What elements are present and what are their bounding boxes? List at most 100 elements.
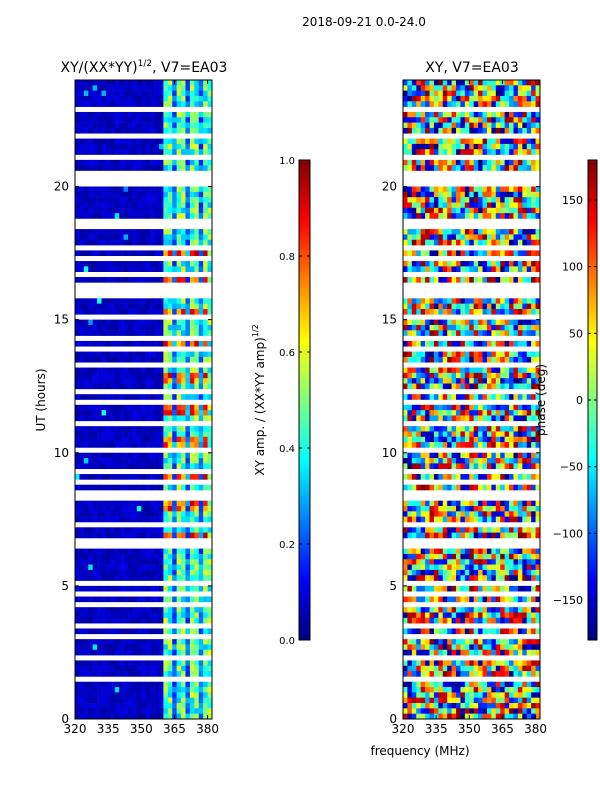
heatmap-cell: [88, 607, 93, 613]
heatmap-cell: [207, 527, 213, 533]
heatmap-cell: [194, 319, 200, 326]
heatmap-cell: [198, 197, 204, 203]
heatmap-cell: [150, 649, 155, 656]
heatmap-cell: [491, 506, 497, 512]
heatmap-cell: [181, 639, 186, 645]
heatmap-cell: [75, 149, 80, 155]
heatmap-cell: [172, 463, 177, 470]
heatmap-cell: [150, 80, 155, 86]
heatmap-cell: [119, 213, 124, 219]
heatmap-cell: [526, 319, 532, 326]
heatmap-cell: [132, 426, 138, 432]
heatmap-cell: [105, 548, 111, 555]
heatmap-cell: [97, 612, 102, 619]
heatmap-cell: [172, 436, 177, 443]
heatmap-cell: [203, 330, 208, 336]
heatmap-cell: [150, 367, 155, 374]
heatmap-cell: [97, 564, 102, 571]
heatmap-cell: [101, 378, 107, 384]
heatmap-cell: [92, 506, 98, 512]
heatmap-cell: [447, 639, 452, 645]
heatmap-cell: [456, 532, 461, 539]
heatmap-cell: [491, 431, 497, 438]
heatmap-cell: [420, 80, 426, 86]
heatmap-cell: [172, 202, 177, 209]
heatmap-cell: [158, 356, 164, 363]
heatmap-cell: [403, 356, 408, 363]
heatmap-cell: [403, 548, 408, 555]
heatmap-cell: [451, 378, 457, 384]
heatmap-cell: [513, 612, 519, 619]
heatmap-cell: [403, 383, 408, 390]
heatmap-cell: [163, 111, 169, 118]
heatmap-cell: [145, 159, 151, 166]
heatmap-cell: [132, 474, 138, 480]
heatmap-cell: [207, 628, 213, 635]
heatmap-cell: [158, 708, 164, 714]
heatmap-cell: [504, 639, 510, 645]
heatmap-cell: [203, 415, 208, 422]
heatmap-cell: [442, 95, 448, 102]
heatmap-cell: [416, 596, 421, 603]
heatmap-cell: [407, 527, 413, 533]
heatmap-cell: [114, 474, 120, 480]
heatmap-cell: [158, 127, 164, 134]
heatmap-cell: [207, 548, 213, 555]
heatmap-cell: [136, 298, 142, 304]
heatmap-cell: [189, 431, 195, 438]
heatmap-cell: [504, 138, 510, 145]
heatmap-cell: [509, 80, 514, 86]
heatmap-cell: [469, 372, 475, 379]
heatmap-cell: [416, 138, 421, 145]
heatmap-cell: [407, 191, 413, 198]
heatmap-cell: [163, 117, 169, 123]
heatmap-cell: [438, 261, 444, 267]
heatmap-cell: [478, 559, 483, 565]
heatmap-cell: [97, 143, 102, 150]
heatmap-cell: [198, 213, 204, 219]
heatmap-cell: [425, 298, 430, 304]
heatmap-cell: [176, 612, 182, 619]
heatmap-cell: [92, 463, 98, 470]
heatmap-cell: [79, 90, 85, 97]
heatmap-cell: [482, 527, 488, 533]
heatmap-cell: [495, 532, 501, 539]
heatmap-cell: [167, 117, 173, 123]
heatmap-cell: [105, 127, 111, 134]
heatmap-cell: [194, 703, 200, 709]
heatmap-cell: [207, 484, 213, 491]
heatmap-cell: [491, 319, 497, 326]
heatmap-cell: [154, 356, 160, 363]
heatmap-cell: [500, 85, 505, 91]
heatmap-cell: [411, 415, 417, 422]
heatmap-cell: [123, 426, 129, 432]
heatmap-cell: [513, 261, 519, 267]
heatmap-cell: [119, 234, 124, 241]
heatmap-cell: [194, 708, 200, 714]
heatmap-cell: [189, 277, 195, 283]
heatmap-cell: [531, 452, 536, 459]
heatmap-cell: [123, 436, 129, 443]
heatmap-cell: [185, 111, 191, 118]
heatmap-cell: [194, 122, 200, 129]
heatmap-cell: [464, 138, 470, 145]
heatmap-cell: [429, 575, 435, 581]
heatmap-cell: [416, 553, 421, 560]
heatmap-cell: [469, 85, 475, 91]
heatmap-cell: [447, 351, 452, 358]
heatmap-cell: [486, 95, 492, 102]
heatmap-cell: [486, 239, 492, 246]
heatmap-cell: [167, 553, 173, 560]
heatmap-cell: [92, 80, 98, 86]
heatmap-cell: [420, 463, 426, 470]
heatmap-cell: [420, 612, 426, 619]
heatmap-cell: [464, 197, 470, 203]
heatmap-cell: [433, 85, 439, 91]
heatmap-cell: [464, 660, 470, 667]
heatmap-cell: [207, 474, 213, 480]
heatmap-cell: [486, 585, 492, 592]
heatmap-cell: [136, 351, 142, 358]
heatmap-cell: [158, 229, 164, 235]
heatmap-cell: [531, 436, 536, 443]
heatmap-cell: [128, 458, 133, 464]
